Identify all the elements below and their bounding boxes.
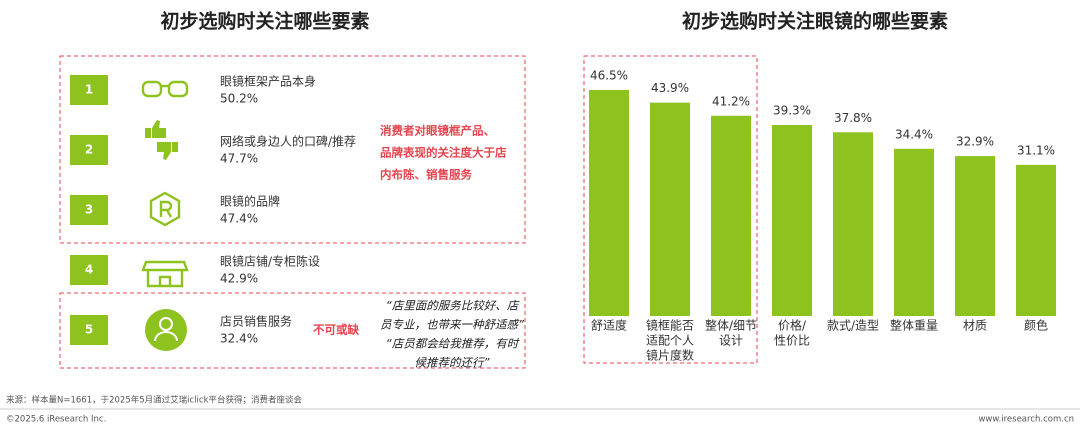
- rank: 5: [85, 323, 93, 337]
- item-value: 47.7%: [220, 152, 258, 166]
- x-tick-label: 整体重量: [890, 318, 938, 333]
- rank: 3: [85, 203, 93, 217]
- x-tick-label: 舒适度: [591, 318, 627, 333]
- rank: 4: [85, 263, 93, 277]
- value-label: 39.3%: [773, 103, 811, 117]
- x-tick-label: 价格/: [778, 318, 807, 333]
- rank-badge: [70, 315, 108, 345]
- bar: [1016, 164, 1056, 316]
- item-value: 50.2%: [220, 92, 258, 106]
- item-label: 网络或身边人的口碑/推荐: [220, 134, 356, 149]
- x-tick-label: 适配个人: [646, 334, 694, 348]
- x-tick-label: 性价比: [774, 334, 810, 348]
- left-title: 初步选购时关注哪些要素: [160, 10, 369, 33]
- x-tick-label: 款式/造型: [827, 319, 879, 333]
- value-label: 32.9%: [956, 135, 994, 149]
- x-tick-label: 镜片度数: [646, 348, 694, 363]
- item-label: 眼镜店铺/专柜陈设: [220, 254, 320, 269]
- value-label: 43.9%: [651, 81, 689, 95]
- quote: “店员都会给我推荐，有时: [386, 337, 520, 351]
- x-tick-label: 颜色: [1024, 318, 1048, 333]
- value-label: 34.4%: [895, 127, 933, 141]
- rank-badge: [70, 75, 108, 105]
- note: 消费者对眼镜框产品、: [380, 124, 495, 138]
- tag: 不可或缺: [313, 323, 359, 337]
- icon-brand: [149, 191, 181, 227]
- icon-glasses: [141, 80, 189, 98]
- highlight-box: [59, 55, 526, 244]
- quote: 候推荐的还行”: [415, 356, 491, 370]
- highlight-box: [59, 292, 526, 369]
- url: www.iresearch.com.cn: [978, 415, 1074, 425]
- item-label: 眼镜框架产品本身: [220, 74, 316, 89]
- item-label: 眼镜的品牌: [220, 194, 280, 209]
- chart-title: 初步选购时关注眼镜的哪些要素: [682, 10, 948, 33]
- rank-badge: [70, 135, 108, 165]
- bar: [711, 115, 751, 316]
- quote: 员专业，也带来一种舒适感”: [380, 318, 525, 332]
- rank-badge: [70, 255, 108, 285]
- highlight-box: [583, 55, 758, 364]
- bar: [955, 156, 995, 316]
- source: 来源：样本量N=1661，于2025年5月通过艾瑞iclick平台获得；消费者座…: [6, 395, 303, 406]
- bar: [589, 90, 629, 316]
- icon-staff: [145, 309, 187, 351]
- x-tick-label: 整体/细节: [705, 318, 757, 333]
- rank: 1: [85, 83, 93, 97]
- note: 品牌表现的关注度大于店: [380, 146, 507, 160]
- bar: [894, 148, 934, 316]
- copyright: ©2025.6 iResearch Inc.: [6, 415, 106, 425]
- item-label: 店员销售服务: [220, 314, 292, 329]
- bar: [650, 102, 690, 316]
- value-label: 37.8%: [834, 111, 872, 125]
- rank-badge: [70, 195, 108, 225]
- x-tick-label: 设计: [719, 334, 743, 348]
- item-value: 47.4%: [220, 212, 258, 226]
- value-label: 31.1%: [1017, 143, 1055, 157]
- value-label: 46.5%: [590, 69, 628, 83]
- icon-store: [141, 260, 189, 288]
- bar: [772, 124, 812, 316]
- icon-thumbs: [145, 120, 178, 160]
- rank: 2: [85, 143, 93, 157]
- bar: [833, 132, 873, 316]
- quote: “店里面的服务比较好、店: [386, 299, 520, 313]
- x-tick-label: 材质: [963, 319, 987, 333]
- item-value: 32.4%: [220, 332, 258, 346]
- value-label: 41.2%: [712, 94, 750, 108]
- item-value: 42.9%: [220, 272, 258, 286]
- x-tick-label: 镜框能否: [646, 318, 694, 333]
- note: 内布陈、销售服务: [380, 168, 472, 182]
